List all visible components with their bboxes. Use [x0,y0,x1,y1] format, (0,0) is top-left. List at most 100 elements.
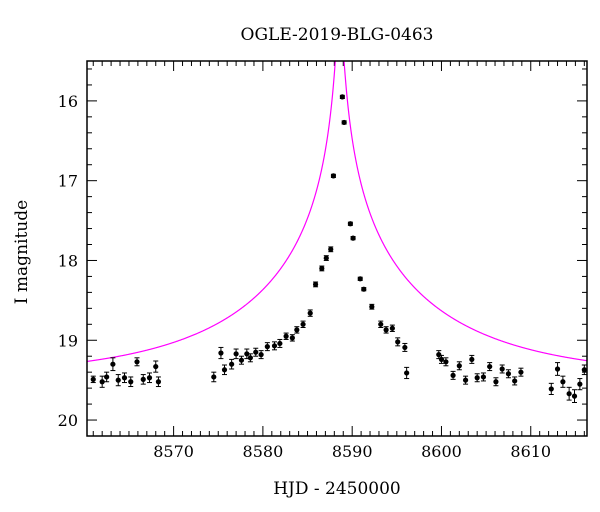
data-marker [140,376,146,382]
data-point [347,221,353,227]
data-marker [264,344,270,350]
data-marker [307,310,313,316]
data-marker [134,359,140,365]
data-point [300,320,306,328]
data-marker [369,304,375,310]
data-point [512,376,518,386]
data-marker [294,327,300,333]
data-point [443,357,449,367]
data-point [548,382,554,396]
data-marker [554,366,561,372]
data-point [566,386,572,401]
data-point [115,374,121,387]
data-point [350,235,356,241]
data-point [221,364,228,376]
data-point [155,376,162,388]
data-marker [253,349,259,355]
data-marker [402,344,408,351]
data-point [121,372,128,384]
y-tick-label: 19 [58,331,78,350]
data-marker [115,377,121,383]
model-curve-layer [87,61,587,363]
data-point [312,281,319,288]
data-point [402,342,408,352]
data-point [134,357,140,367]
data-marker [271,343,278,349]
data-point [480,372,487,382]
data-marker [323,255,329,261]
y-tick-label: 16 [58,92,78,111]
data-point [319,265,325,272]
data-marker [211,374,217,380]
data-marker [155,379,162,385]
data-marker [341,119,347,126]
data-point [499,364,505,374]
data-marker [499,366,505,372]
data-point [339,94,345,100]
data-marker [221,367,228,373]
data-marker [99,379,105,385]
axis-ticks: 8570 8580 8590 8600 8610 16 17 18 19 20 [58,61,587,461]
data-marker [469,356,475,363]
data-point [253,347,259,357]
data-point [218,346,224,360]
chart-title: OGLE-2019-BLG-0463 [241,25,434,45]
data-point [341,119,347,126]
data-point [462,375,469,385]
data-marker [357,276,363,282]
data-point [395,337,401,347]
data-point [238,355,245,365]
data-marker [512,378,518,384]
data-point [505,369,512,379]
data-marker [480,374,487,380]
data-point [99,375,105,388]
data-marker [339,94,345,100]
data-point [328,246,334,253]
x-tick-label: 8570 [153,442,194,461]
data-point [271,341,278,351]
data-marker [244,351,250,357]
data-point [378,320,384,328]
data-point [140,374,146,385]
data-point [554,362,561,376]
data-marker [404,370,410,376]
data-point [247,353,253,363]
x-tick-label: 8600 [421,442,462,461]
x-axis-label: HJD - 2450000 [273,479,401,499]
y-axis-label: I magnitude [12,200,32,304]
y-tick-label: 18 [58,251,78,270]
data-marker [110,361,116,367]
data-point [211,371,217,383]
data-marker [487,363,493,370]
data-marker [328,246,334,252]
data-marker [283,333,289,339]
y-tick-label: 17 [58,172,78,191]
model-curve [87,61,587,363]
data-marker [128,379,134,385]
data-marker [389,325,395,331]
data-marker [277,340,283,347]
data-marker [462,377,469,383]
data-point [277,338,283,348]
data-point [361,286,367,292]
data-marker [300,321,306,327]
data-marker [571,393,578,399]
data-point [571,389,578,403]
data-marker [456,363,462,369]
data-point [146,372,153,384]
data-point [389,324,395,332]
data-marker [443,359,449,365]
data-marker [218,350,224,356]
data-marker [247,355,253,361]
data-marker [289,335,295,341]
data-marker [347,221,353,227]
y-tick-label: 20 [58,411,78,430]
data-marker [146,375,153,381]
data-marker [330,173,337,179]
data-marker [395,339,401,345]
data-marker [319,265,325,272]
data-marker [104,374,110,380]
data-marker [229,361,235,367]
data-point [307,309,313,317]
data-point [323,255,329,261]
